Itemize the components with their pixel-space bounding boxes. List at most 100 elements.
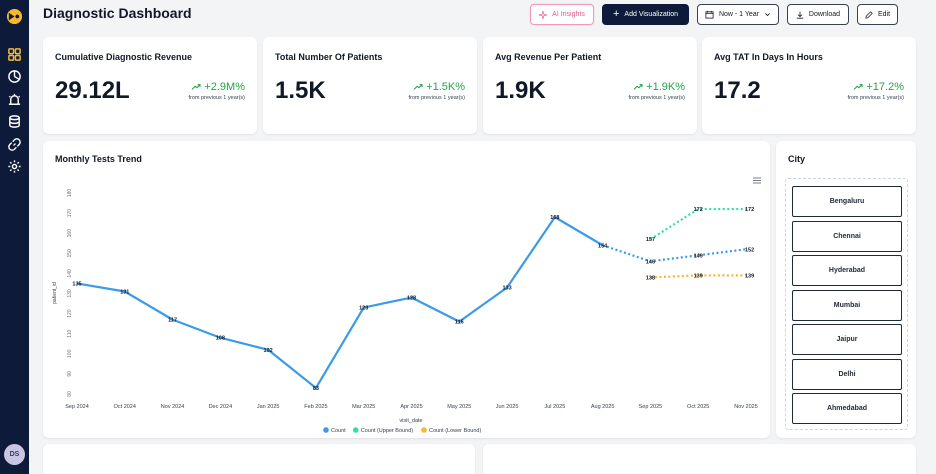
kpi-delta: +1.9K% — [633, 81, 685, 93]
y-tick-label: 110 — [67, 330, 73, 338]
bottom-card-right — [483, 444, 916, 474]
kpi-subtitle: from previous 1 year(s) — [628, 95, 685, 101]
legend-label: Count (Lower Bound) — [429, 428, 481, 434]
date-range-select[interactable]: Now - 1 Year — [697, 4, 779, 25]
x-tick-label: Feb 2025 — [304, 404, 327, 410]
upper-bound-series-line — [649, 207, 746, 241]
chevron-down-icon — [765, 13, 770, 17]
kpi-delta-value: +17.2% — [866, 81, 904, 93]
y-axis-label: patient_id — [52, 282, 58, 304]
settings-gear-icon[interactable] — [7, 159, 22, 174]
calendar-icon — [705, 10, 714, 19]
data-label: 116 — [455, 320, 464, 326]
x-tick-label: Sep 2024 — [65, 404, 89, 410]
kpi-value: 17.2 — [714, 77, 761, 104]
kpi-delta-value: +2.9M% — [204, 81, 245, 93]
data-label: 168 — [550, 215, 559, 221]
y-tick-label: 150 — [67, 249, 73, 258]
data-label: 102 — [264, 348, 273, 354]
x-tick-label: Nov 2024 — [161, 404, 185, 410]
database-icon[interactable] — [7, 114, 22, 129]
trend-up-icon — [854, 84, 863, 90]
city-option-ahmedabad[interactable]: Ahmedabad — [792, 393, 902, 424]
download-button[interactable]: Download — [787, 4, 849, 25]
data-label: 83 — [313, 386, 319, 392]
sparkle-icon — [539, 10, 548, 19]
data-label: 157 — [646, 237, 655, 243]
legend-marker — [421, 427, 427, 433]
analytics-icon[interactable] — [7, 69, 22, 84]
x-tick-label: Nov 2025 — [734, 404, 758, 410]
kpi-subtitle: from previous 1 year(s) — [408, 95, 465, 101]
city-filter-card: City Bengaluru Chennai Hyderabad Mumbai … — [776, 141, 916, 438]
add-visualization-button[interactable]: + Add Visualization — [602, 4, 689, 25]
edit-button[interactable]: Edit — [857, 4, 898, 25]
y-tick-label: 170 — [67, 209, 73, 218]
page-title: Diagnostic Dashboard — [43, 5, 192, 21]
pencil-icon — [865, 10, 873, 19]
data-label: 128 — [407, 296, 416, 302]
x-tick-label: Oct 2024 — [114, 404, 136, 410]
monthly-tests-chart-card: Monthly Tests Trend 80 90 100 110 120 130 140 1… — [43, 141, 770, 438]
kpi-subtitle: from previous 1 year(s) — [188, 95, 245, 101]
kpi-title: Avg TAT In Days In Hours — [714, 52, 823, 62]
y-tick-label: 90 — [67, 371, 73, 377]
app-logo-icon[interactable] — [5, 8, 24, 25]
monthly-tests-chart: 80 90 100 110 120 130 140 150 160 170 180 patient_i… — [52, 177, 761, 434]
data-label: 133 — [502, 285, 511, 291]
plus-icon: + — [612, 8, 620, 20]
kpi-value: 29.12L — [55, 77, 130, 104]
city-option-mumbai[interactable]: Mumbai — [792, 290, 902, 321]
x-tick-label: Aug 2025 — [591, 404, 615, 410]
y-tick-label: 100 — [67, 349, 73, 358]
y-tick-label: 160 — [67, 229, 73, 238]
kpi-delta-value: +1.9K% — [646, 81, 685, 93]
x-tick-label: Jul 2025 — [544, 404, 565, 410]
data-label: 117 — [168, 318, 177, 324]
ai-insights-button[interactable]: AI Insights — [530, 4, 594, 25]
city-option-jaipur[interactable]: Jaipur — [792, 324, 902, 355]
link-icon[interactable] — [7, 137, 22, 152]
kpi-value: 1.5K — [275, 77, 326, 104]
city-filter-title: City — [788, 154, 806, 164]
legend-label: Count — [331, 428, 346, 434]
dashboard-grid-icon[interactable] — [7, 47, 22, 62]
trend-up-icon — [633, 84, 643, 90]
data-label: 131 — [120, 289, 129, 295]
data-label: 172 — [694, 207, 703, 213]
data-label: 135 — [72, 281, 81, 287]
alerts-icon[interactable] — [7, 92, 22, 107]
bottom-card-left — [43, 444, 475, 474]
y-tick-label: 140 — [67, 269, 73, 278]
legend-marker — [323, 427, 329, 433]
data-label: 172 — [745, 207, 754, 213]
x-tick-label: Dec 2024 — [209, 404, 233, 410]
city-option-chennai[interactable]: Chennai — [792, 221, 902, 252]
kpi-title: Total Number Of Patients — [275, 52, 383, 62]
kpi-delta: +2.9M% — [191, 81, 245, 93]
count-series-line — [76, 216, 604, 390]
kpi-card-tat: Avg TAT In Days In Hours 17.2 +17.2% fro… — [702, 37, 916, 134]
kpi-delta: +17.2% — [853, 81, 904, 93]
data-label: 152 — [745, 247, 754, 253]
chart-title: Monthly Tests Trend — [55, 154, 142, 164]
city-option-bengaluru[interactable]: Bengaluru — [792, 186, 902, 217]
trend-up-icon — [413, 84, 423, 90]
data-label: 138 — [646, 275, 655, 281]
x-tick-label: Mar 2025 — [352, 404, 375, 410]
add-visualization-label: Add Visualization — [624, 11, 678, 18]
x-tick-label: Jan 2025 — [257, 404, 280, 410]
trend-up-icon — [191, 84, 201, 90]
data-label: 146 — [646, 259, 655, 265]
user-avatar[interactable]: DS — [4, 444, 25, 465]
kpi-title: Cumulative Diagnostic Revenue — [55, 52, 193, 62]
y-tick-label: 180 — [67, 189, 73, 198]
city-option-delhi[interactable]: Delhi — [792, 359, 902, 390]
data-label: 139 — [694, 273, 703, 279]
data-label: 154 — [598, 243, 608, 249]
kpi-card-patients: Total Number Of Patients 1.5K +1.5K% fro… — [263, 37, 477, 134]
legend-label: Count (Upper Bound) — [361, 428, 413, 434]
data-label: 108 — [216, 336, 225, 342]
city-option-hyderabad[interactable]: Hyderabad — [792, 255, 902, 286]
data-label: 123 — [359, 306, 368, 312]
